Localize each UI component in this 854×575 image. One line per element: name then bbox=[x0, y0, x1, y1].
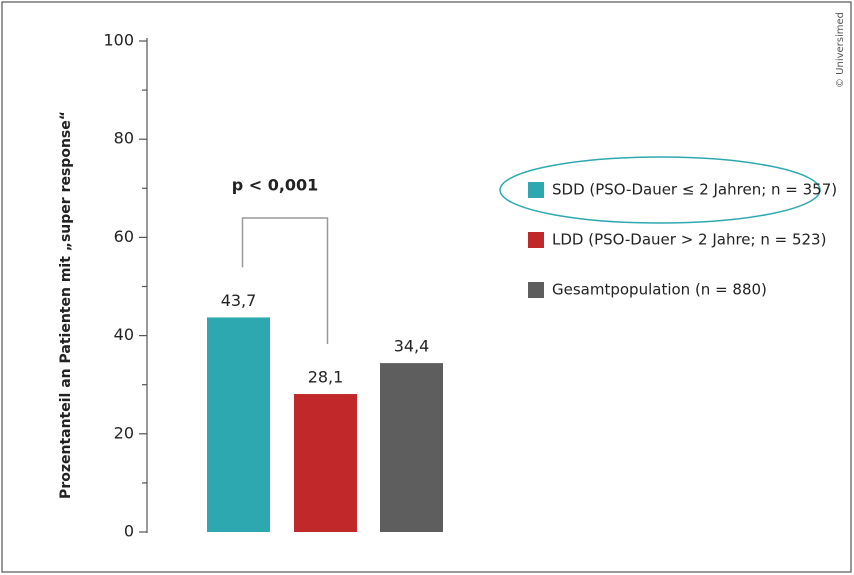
y-tick-label: 80 bbox=[114, 129, 134, 148]
y-tick-label: 100 bbox=[103, 31, 134, 50]
legend-label: Gesamtpopulation (n = 880) bbox=[552, 281, 767, 299]
bar bbox=[294, 394, 357, 532]
y-tick-label: 0 bbox=[124, 522, 134, 541]
legend-swatch bbox=[528, 232, 544, 248]
bar bbox=[380, 363, 443, 532]
y-tick-label: 40 bbox=[114, 325, 134, 344]
legend-label: LDD (PSO-Dauer > 2 Jahre; n = 523) bbox=[552, 231, 826, 249]
y-axis-label: Prozentanteil an Patienten mit „super re… bbox=[58, 111, 74, 499]
y-tick-label: 20 bbox=[114, 423, 134, 442]
value-label: 28,1 bbox=[308, 368, 344, 387]
legend-swatch bbox=[528, 182, 544, 198]
highlight-ellipse bbox=[499, 156, 821, 224]
legend-label: SDD (PSO-Dauer ≤ 2 Jahren; n = 357) bbox=[552, 181, 837, 199]
value-label: 34,4 bbox=[394, 337, 430, 356]
bar bbox=[207, 317, 270, 532]
y-tick-label: 60 bbox=[114, 227, 134, 246]
value-label: 43,7 bbox=[221, 291, 257, 310]
credit: © Universimed bbox=[835, 12, 846, 88]
legend-swatch bbox=[528, 282, 544, 298]
significance-bracket bbox=[241, 217, 329, 345]
annotation: p < 0,001 bbox=[232, 176, 319, 195]
